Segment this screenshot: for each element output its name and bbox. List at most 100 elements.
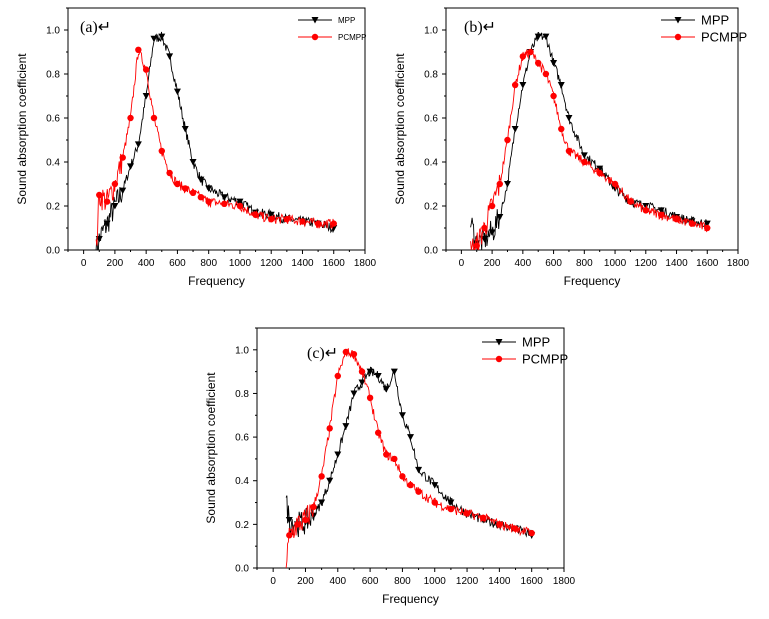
data-point-mpp bbox=[447, 499, 455, 507]
data-point-pcmpp bbox=[642, 207, 649, 214]
x-tick-label: 800 bbox=[576, 258, 593, 269]
x-tick-label: 400 bbox=[514, 258, 531, 269]
x-tick-label: 1000 bbox=[229, 258, 252, 269]
series-pcmpp bbox=[470, 48, 711, 250]
data-point-pcmpp bbox=[314, 220, 322, 227]
data-point-pcmpp bbox=[310, 503, 317, 511]
data-point-mpp bbox=[326, 477, 334, 485]
data-point-mpp bbox=[415, 466, 423, 474]
data-point-mpp bbox=[205, 185, 213, 192]
y-tick-label: 0.8 bbox=[235, 389, 249, 400]
data-point-mpp bbox=[197, 176, 205, 184]
data-point-pcmpp bbox=[611, 180, 619, 188]
data-point-mpp bbox=[488, 229, 496, 236]
y-tick-label: 0.2 bbox=[424, 202, 438, 213]
x-tick-label: 1400 bbox=[488, 576, 511, 587]
data-point-pcmpp bbox=[519, 53, 527, 60]
y-tick-label: 0.0 bbox=[424, 246, 438, 257]
data-point-pcmpp bbox=[189, 189, 197, 196]
data-point-pcmpp bbox=[481, 224, 488, 232]
x-tick-label: 400 bbox=[138, 258, 155, 269]
data-point-pcmpp bbox=[326, 425, 333, 432]
legend-label: MPP bbox=[701, 13, 729, 28]
data-point-mpp bbox=[334, 451, 342, 459]
y-tick-label: 0.2 bbox=[46, 202, 60, 213]
data-point-pcmpp bbox=[182, 185, 189, 192]
chart-panel-1: 0 200 400 600 800 1000 1200 1400 1600 1800 0.0 0.2 0… bbox=[15, 7, 377, 288]
series-line-mpp bbox=[285, 366, 533, 539]
data-point-pcmpp bbox=[252, 211, 259, 218]
plot-frame bbox=[445, 7, 739, 251]
data-point-pcmpp bbox=[158, 147, 165, 155]
x-tick-label: 1200 bbox=[635, 258, 658, 269]
x-tick-label: 1600 bbox=[521, 576, 544, 587]
x-tick-label: 1400 bbox=[665, 258, 688, 269]
data-point-mpp bbox=[503, 181, 511, 188]
data-point-mpp bbox=[173, 88, 181, 96]
x-tick-label: 0 bbox=[270, 576, 276, 587]
data-point-mpp bbox=[374, 373, 382, 380]
x-tick-label: 800 bbox=[200, 258, 217, 269]
x-tick-label: 1400 bbox=[291, 258, 314, 269]
x-tick-label: 1200 bbox=[260, 258, 283, 269]
x-tick-label: 800 bbox=[394, 576, 411, 587]
legend-label: MPP bbox=[522, 335, 550, 350]
legend-marker bbox=[495, 339, 503, 346]
data-point-pcmpp bbox=[447, 505, 455, 513]
y-tick-label: 0.4 bbox=[424, 158, 438, 169]
x-tick-label: 1000 bbox=[424, 576, 447, 587]
data-point-mpp bbox=[350, 390, 358, 397]
legend-label: PCMPP bbox=[522, 352, 568, 367]
data-point-mpp bbox=[142, 93, 150, 100]
data-point-mpp bbox=[310, 512, 318, 520]
data-point-mpp bbox=[342, 423, 350, 430]
legend-marker bbox=[674, 17, 682, 24]
y-tick-label: 0.0 bbox=[235, 564, 249, 575]
data-point-mpp bbox=[366, 368, 374, 376]
x-tick-label: 400 bbox=[329, 576, 346, 587]
data-point-pcmpp bbox=[463, 510, 471, 517]
y-tick-label: 0.6 bbox=[424, 114, 438, 125]
data-point-pcmpp bbox=[294, 521, 301, 528]
chart-panel-3: 0 200 400 600 800 1000 1200 1400 1600 1800 0.0 0.2 0… bbox=[204, 327, 576, 606]
data-point-mpp bbox=[390, 368, 398, 376]
legend-marker bbox=[674, 33, 682, 41]
data-point-pcmpp bbox=[283, 216, 291, 223]
y-axis-title: Sound absorption coefficient bbox=[204, 372, 218, 524]
panel-label: (c)↵ bbox=[307, 345, 338, 362]
panel-label: (a)↵ bbox=[80, 19, 111, 36]
data-point-mpp bbox=[511, 126, 519, 133]
series-line-pcmpp bbox=[285, 348, 533, 568]
data-point-mpp bbox=[519, 82, 527, 89]
data-point-mpp bbox=[542, 33, 550, 41]
data-point-mpp bbox=[189, 159, 197, 166]
data-point-pcmpp bbox=[558, 125, 565, 133]
data-point-mpp bbox=[166, 53, 174, 60]
legend-label: PCMPP bbox=[338, 33, 366, 42]
data-point-mpp bbox=[103, 220, 111, 228]
data-point-pcmpp bbox=[565, 147, 573, 155]
data-point-pcmpp bbox=[299, 218, 306, 225]
x-axis-title: Frequency bbox=[564, 274, 621, 288]
data-point-pcmpp bbox=[318, 473, 325, 480]
data-point-pcmpp bbox=[127, 114, 134, 122]
panel-label: (b)↵ bbox=[464, 19, 496, 36]
data-point-mpp bbox=[150, 35, 158, 43]
data-point-mpp bbox=[158, 33, 166, 41]
data-point-mpp bbox=[285, 517, 293, 524]
legend-marker bbox=[495, 355, 503, 363]
data-point-pcmpp bbox=[480, 514, 487, 522]
y-tick-label: 0.6 bbox=[46, 114, 60, 125]
data-point-mpp bbox=[398, 412, 406, 419]
data-point-pcmpp bbox=[511, 81, 519, 89]
y-tick-label: 0.4 bbox=[235, 476, 249, 487]
series-line-pcmpp bbox=[470, 49, 708, 250]
data-point-mpp bbox=[580, 152, 588, 159]
legend: MPP PCMPP bbox=[661, 13, 747, 45]
data-point-pcmpp bbox=[197, 194, 205, 201]
data-point-pcmpp bbox=[221, 200, 228, 207]
x-tick-label: 1800 bbox=[553, 576, 576, 587]
data-point-mpp bbox=[358, 379, 366, 387]
data-point-pcmpp bbox=[205, 198, 212, 205]
data-point-pcmpp bbox=[268, 216, 275, 223]
